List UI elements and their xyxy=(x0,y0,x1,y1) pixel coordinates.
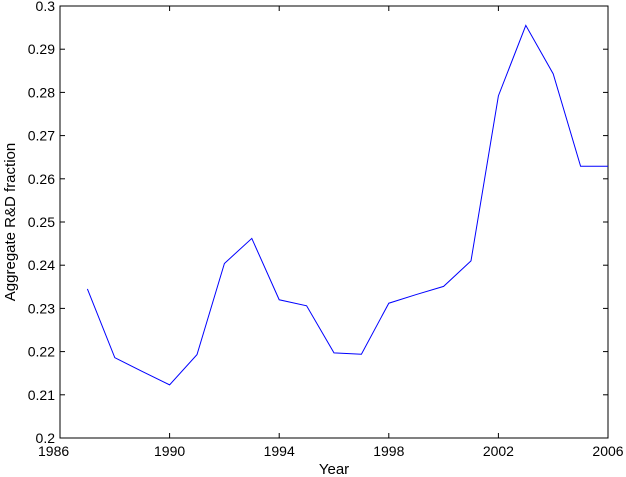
y-axis-label: Aggregate R&D fraction xyxy=(2,143,19,301)
y-tick-label: 0.28 xyxy=(28,84,55,100)
axis-ticks: 1986 1990 1994 1998 2002 2006 0.2 0.21 0.22 0.23 0… xyxy=(28,0,624,459)
x-tick-label: 1986 xyxy=(38,443,69,459)
y-tick-label: 0.2 xyxy=(36,430,56,446)
y-tick-label: 0.27 xyxy=(28,128,55,144)
y-tick-label: 0.24 xyxy=(28,257,55,273)
series-line xyxy=(86,24,608,386)
y-tick-label: 0.29 xyxy=(28,41,55,57)
y-tick-label: 0.23 xyxy=(28,300,55,316)
y-tick-label: 0.25 xyxy=(28,214,55,230)
y-tick-label: 0.3 xyxy=(36,0,56,14)
y-tick-label: 0.22 xyxy=(28,344,55,360)
plot-area xyxy=(59,5,609,439)
x-tick-label: 1998 xyxy=(373,443,404,459)
x-tick-label: 2006 xyxy=(592,443,623,459)
y-tick-label: 0.26 xyxy=(28,171,55,187)
x-tick-label: 2002 xyxy=(483,443,514,459)
series-group xyxy=(86,24,608,386)
x-axis-label: Year xyxy=(319,461,349,477)
x-tick-label: 1994 xyxy=(264,443,295,459)
x-tick-label: 1990 xyxy=(154,443,185,459)
y-tick-label: 0.21 xyxy=(28,387,55,403)
